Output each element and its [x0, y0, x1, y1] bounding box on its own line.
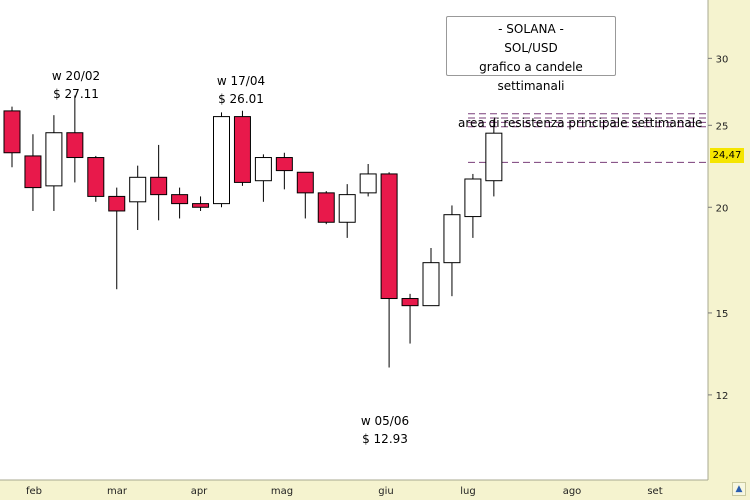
candle-body [359, 173, 377, 194]
candle [129, 165, 147, 230]
annotation-high-feb: w 20/02 $ 27.11 [48, 67, 104, 103]
candle [296, 171, 314, 219]
candle-body [213, 116, 230, 205]
candle [485, 119, 503, 197]
x-tick-label: set [647, 486, 662, 497]
candle-body [87, 157, 105, 197]
last-price-tag: 24,47 [710, 148, 744, 163]
y-tick-label: 15 [716, 309, 729, 320]
x-tick-label: giu [378, 486, 393, 497]
candle [108, 187, 126, 290]
candle-body [171, 194, 189, 205]
candle-body [401, 298, 419, 307]
candle [317, 191, 335, 225]
x-tick-label: feb [26, 486, 42, 497]
candle [443, 205, 461, 297]
x-tick-label: ago [563, 486, 582, 497]
x-tick-label: mag [271, 486, 293, 497]
candle [150, 144, 168, 221]
annotation-date: w 05/06 [360, 414, 410, 428]
candle [213, 112, 230, 208]
candle-body [443, 214, 461, 264]
annotation-high-apr: w 17/04 $ 26.01 [213, 72, 269, 108]
candle [338, 184, 356, 238]
annotation-price: $ 12.93 [362, 432, 408, 446]
candle-body [192, 203, 210, 208]
candle [87, 155, 105, 202]
annotation-low-jun: w 05/06 $ 12.93 [357, 412, 413, 448]
candle [464, 173, 482, 238]
candle-body [233, 116, 251, 183]
y-axis-panel [708, 0, 750, 500]
annotation-price: $ 26.01 [218, 92, 264, 106]
x-tick-label: apr [191, 486, 208, 497]
candle [45, 115, 63, 211]
candle-body [108, 195, 126, 212]
candle [380, 172, 398, 368]
candle [66, 95, 84, 183]
y-tick-label: 20 [716, 203, 729, 214]
candle-body [254, 157, 272, 182]
candle-body [24, 155, 42, 189]
candle-body [422, 262, 440, 307]
candle [233, 110, 251, 186]
resistance-label: area di resistenza principale settimanal… [458, 116, 703, 130]
axis-ticks: feb mar apr mag giu lug ago set 12 15 20 25 30 [26, 54, 728, 497]
annotation-date: w 20/02 [51, 69, 101, 83]
candle-body [464, 178, 482, 218]
x-tick-label: lug [460, 486, 475, 497]
candles [3, 95, 503, 368]
candle-body [66, 132, 84, 159]
candle [3, 106, 21, 168]
x-tick-label: mar [107, 486, 128, 497]
candle-body [45, 132, 63, 187]
y-tick-label: 30 [716, 54, 729, 65]
candle [422, 248, 440, 307]
candle [254, 154, 272, 202]
candle-body [129, 176, 147, 203]
candle-body [380, 173, 398, 300]
candle [275, 152, 293, 190]
candle-body [3, 110, 21, 154]
chart-title-line-1: - SOLANA - [498, 22, 564, 36]
y-tick-label: 12 [716, 391, 729, 402]
candle-body [275, 157, 293, 172]
candle-body [338, 194, 356, 223]
annotation-date: w 17/04 [216, 74, 266, 88]
candle [24, 134, 42, 211]
candle [192, 196, 210, 211]
plot-background [0, 0, 708, 480]
candle-body [296, 171, 314, 194]
chart-title-line-2: SOL/USD [504, 41, 558, 55]
x-axis-panel [0, 480, 708, 500]
candle [401, 293, 419, 344]
candle [171, 187, 189, 219]
candle-body [485, 132, 503, 182]
scroll-right-icon[interactable]: ▲ [732, 482, 746, 496]
chart-title-line-3: grafico a candele settimanali [479, 60, 583, 93]
level-lines [468, 113, 708, 163]
candle-body [317, 192, 335, 223]
y-tick-label: 25 [716, 121, 729, 132]
candle-body [150, 176, 168, 196]
candle [359, 164, 377, 197]
annotation-price: $ 27.11 [53, 87, 99, 101]
chart-title-box: - SOLANA - SOL/USD grafico a candele set… [446, 16, 616, 93]
